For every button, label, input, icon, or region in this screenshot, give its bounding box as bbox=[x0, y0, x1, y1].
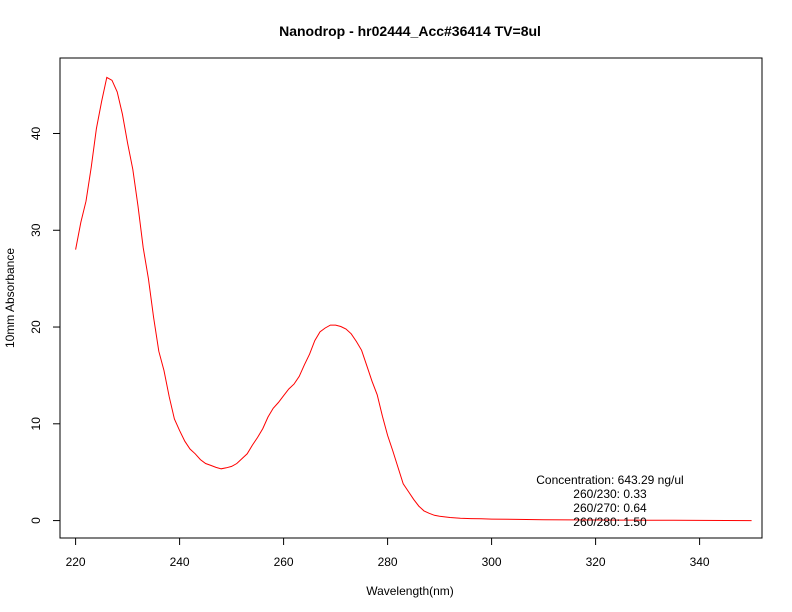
chart-title: Nanodrop - hr02444_Acc#36414 TV=8ul bbox=[279, 23, 541, 39]
y-tick-label: 10 bbox=[29, 417, 43, 431]
concentration-annotation: Concentration: 643.29 ng/ul bbox=[536, 473, 683, 487]
y-axis-label: 10mm Absorbance bbox=[3, 248, 17, 348]
y-tick-label: 20 bbox=[29, 320, 43, 334]
series-layer bbox=[75, 76, 752, 522]
x-tick-label: 260 bbox=[274, 555, 294, 569]
y-tick-label: 0 bbox=[29, 517, 43, 524]
absorbance-series-line bbox=[75, 76, 752, 522]
x-axis: 220 240 260 280 300 320 340 bbox=[66, 537, 710, 569]
x-tick-label: 320 bbox=[586, 555, 606, 569]
y-axis: 0 10 20 30 40 bbox=[29, 126, 61, 524]
x-tick-label: 220 bbox=[66, 555, 86, 569]
y-tick-label: 40 bbox=[29, 126, 43, 140]
x-tick-label: 300 bbox=[482, 555, 502, 569]
y-tick-label: 30 bbox=[29, 223, 43, 237]
ratio-annotation: 260/270: 0.64 bbox=[573, 501, 647, 515]
x-tick-label: 340 bbox=[690, 555, 710, 569]
x-axis-label: Wavelength(nm) bbox=[366, 584, 454, 598]
ratio-annotation: 260/280: 1.50 bbox=[573, 515, 647, 529]
x-tick-label: 280 bbox=[378, 555, 398, 569]
ratio-annotation: 260/230: 0.33 bbox=[573, 487, 647, 501]
x-tick-label: 240 bbox=[170, 555, 190, 569]
